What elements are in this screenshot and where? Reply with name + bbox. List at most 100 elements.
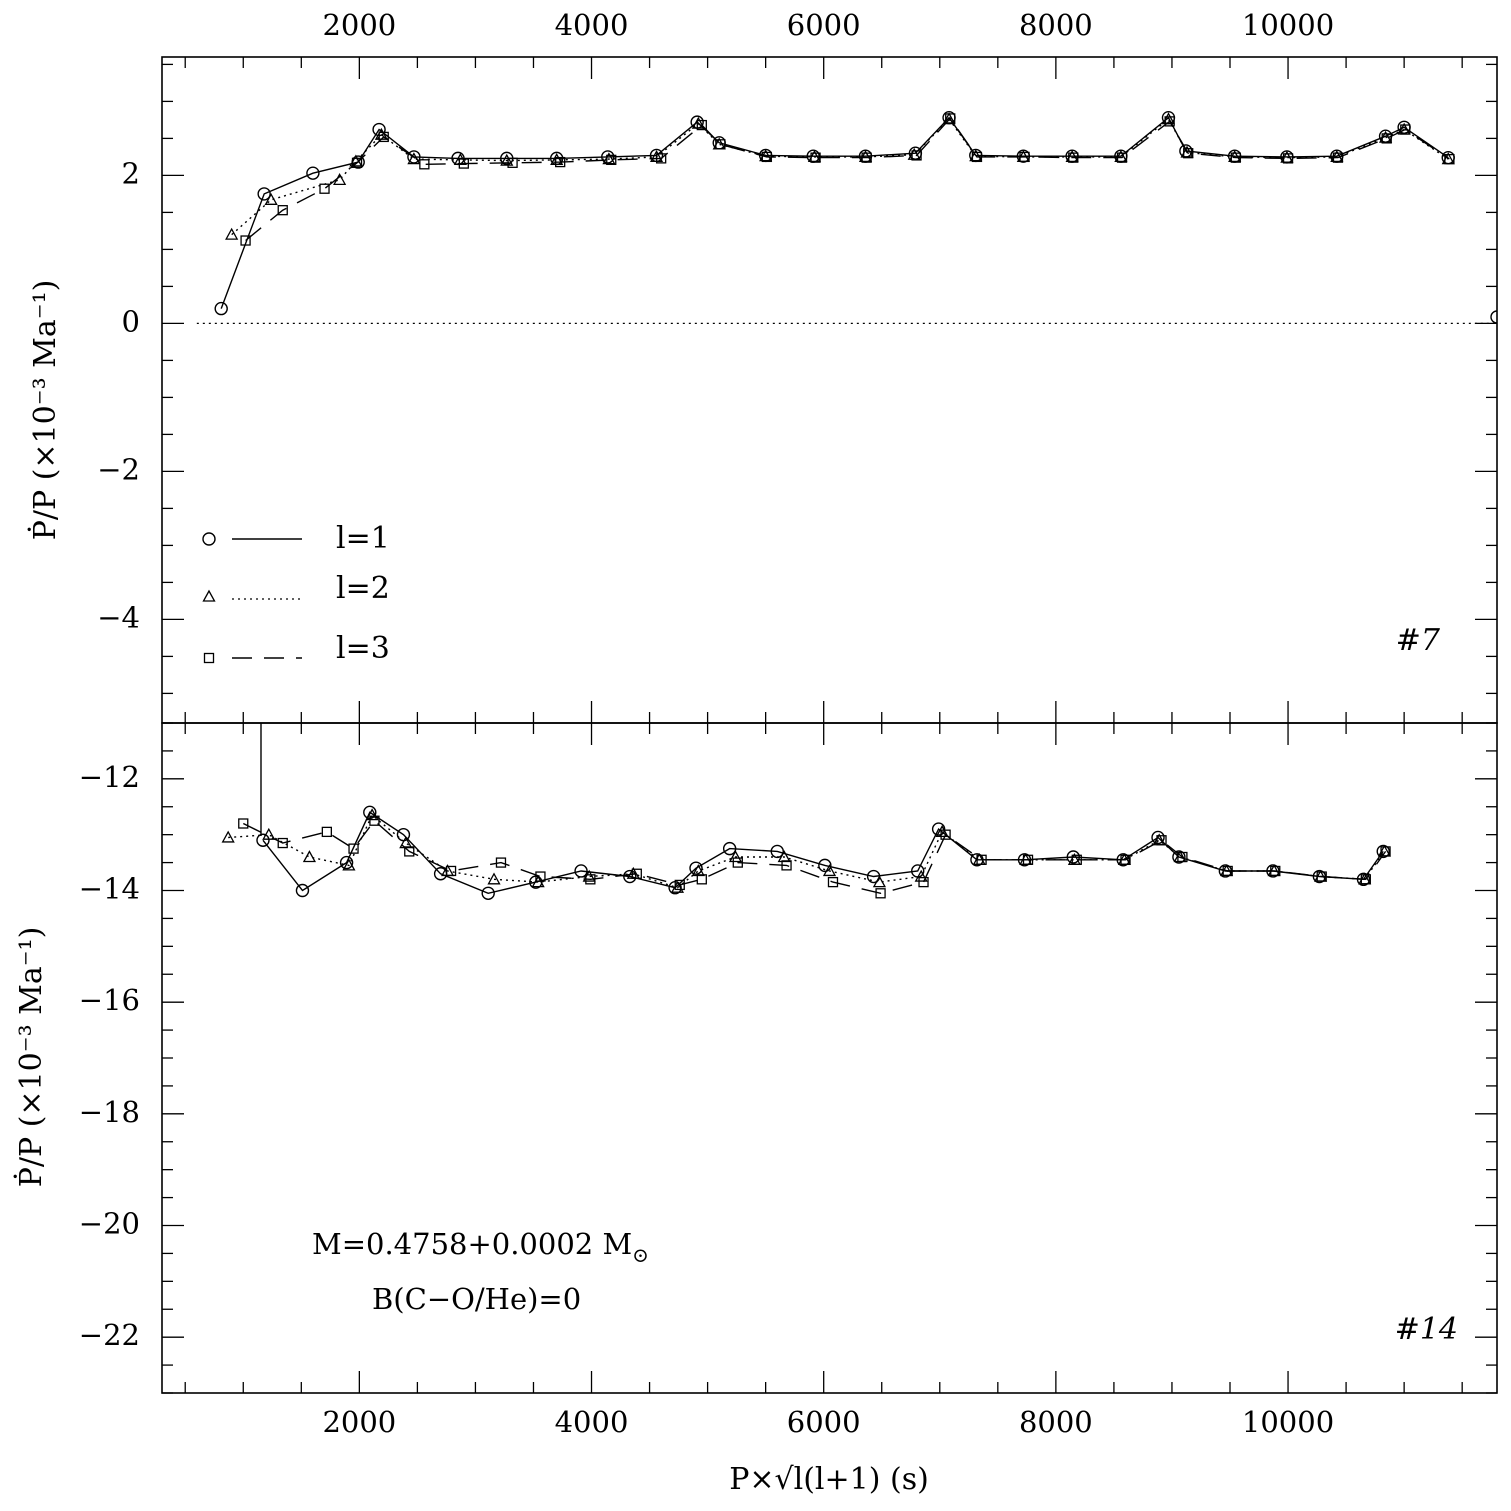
top-data-point-l1 bbox=[214, 301, 228, 316]
bottom-y-tick-label: −16 bbox=[79, 983, 140, 1017]
top-data-point-l2 bbox=[225, 227, 239, 240]
bottom-data-point-l3 bbox=[918, 876, 929, 888]
top-data-point-l3 bbox=[1444, 153, 1455, 165]
bottom-data-point-l2 bbox=[487, 872, 501, 885]
bottom-x-tick-label: 8000 bbox=[1019, 1405, 1093, 1439]
top-data-point-l3 bbox=[1068, 152, 1079, 163]
x-axis-label: P×√l(l+1) (s) bbox=[729, 1462, 929, 1497]
bottom-y-tick-label: −12 bbox=[79, 760, 140, 794]
bottom-data-point-l3 bbox=[277, 837, 288, 849]
top-data-point-l3 bbox=[945, 113, 956, 124]
bottom-data-point-l1 bbox=[1172, 850, 1186, 864]
bottom-data-point-l1 bbox=[295, 883, 310, 898]
bottom-data-point-l2 bbox=[935, 825, 949, 838]
bottom-data-point-l3 bbox=[1222, 865, 1233, 877]
top-x-tick-label: 6000 bbox=[787, 8, 861, 42]
top-data-point-l3 bbox=[458, 158, 469, 169]
top-data-point-l3 bbox=[971, 151, 983, 163]
bottom-data-point-l3 bbox=[1360, 874, 1371, 885]
bottom-data-point-l1 bbox=[256, 833, 270, 847]
y-axis-label-top: Ṗ/P (×10⁻³ Ma⁻¹) bbox=[27, 280, 63, 541]
top-x-tick-label: 10000 bbox=[1242, 8, 1334, 42]
top-data-point-l3 bbox=[1381, 133, 1392, 144]
bottom-data-point-l3 bbox=[369, 815, 380, 826]
top-series-line-l3 bbox=[245, 117, 1450, 242]
bottom-data-point-l2 bbox=[262, 827, 276, 840]
top-data-point-l3 bbox=[810, 152, 821, 163]
bottom-data-point-l2 bbox=[302, 850, 317, 863]
bottom-data-point-l3 bbox=[348, 843, 359, 854]
bottom-data-point-l2 bbox=[342, 858, 356, 871]
mass-annotation: M=0.4758+0.0002 M⊙ bbox=[312, 1227, 649, 1267]
bottom-y-tick-label: −18 bbox=[79, 1095, 140, 1129]
legend-triangle-marker bbox=[202, 589, 216, 602]
top-data-point-l2 bbox=[550, 153, 564, 166]
bottom-series-line-l3 bbox=[242, 819, 1387, 895]
y-axis-label-bottom: Ṗ/P (×10⁻³ Ma⁻¹) bbox=[13, 927, 49, 1188]
top-y-tick-label: 2 bbox=[122, 156, 140, 190]
bottom-data-point-l3 bbox=[1156, 835, 1167, 846]
bottom-data-point-l1 bbox=[1151, 830, 1165, 845]
bottom-data-point-l3 bbox=[445, 865, 457, 877]
bottom-data-point-l1 bbox=[931, 822, 946, 836]
bottom-data-point-l3 bbox=[238, 818, 249, 829]
legend-label-l3: l=3 bbox=[336, 631, 390, 666]
bottom-data-point-l3 bbox=[404, 846, 415, 857]
top-data-point-l2 bbox=[691, 116, 705, 129]
top-data-point-l3 bbox=[277, 205, 288, 216]
bottom-data-point-l3 bbox=[535, 871, 546, 882]
bottom-x-tick-label: 4000 bbox=[555, 1405, 629, 1439]
top-data-point-l1 bbox=[306, 166, 320, 180]
bottom-plot-frame bbox=[161, 722, 1498, 1394]
bottom-data-point-l3 bbox=[1270, 865, 1281, 877]
bottom-y-tick-label: −20 bbox=[79, 1207, 140, 1241]
bottom-data-point-l3 bbox=[1380, 846, 1391, 857]
legend-label-l2: l=2 bbox=[336, 571, 390, 606]
top-data-point-l3 bbox=[351, 157, 363, 168]
bottom-data-point-l2 bbox=[399, 836, 413, 849]
top-data-point-l3 bbox=[1019, 151, 1030, 163]
bottom-data-point-l3 bbox=[1316, 871, 1327, 882]
top-data-point-l2 bbox=[264, 192, 278, 205]
top-y-tick-label: 0 bbox=[122, 304, 140, 338]
bottom-data-point-l1 bbox=[689, 861, 703, 875]
bottom-data-point-l3 bbox=[1120, 854, 1131, 865]
bottom-data-point-l3 bbox=[976, 854, 987, 865]
top-data-point-l2 bbox=[407, 152, 421, 165]
panel-label-top: #7 bbox=[1396, 623, 1441, 658]
bottom-data-point-l3 bbox=[631, 868, 642, 879]
bottom-data-point-l3 bbox=[781, 860, 792, 871]
bottom-data-point-l3 bbox=[1071, 854, 1082, 865]
bottom-data-point-l1 bbox=[574, 864, 588, 878]
bottom-data-point-l3 bbox=[585, 874, 596, 885]
top-data-point-l3 bbox=[715, 139, 726, 150]
top-data-point-l2 bbox=[500, 153, 514, 166]
bottom-y-tick-label: −22 bbox=[79, 1318, 140, 1352]
top-data-point-l3 bbox=[861, 152, 872, 163]
top-data-point-l3 bbox=[1230, 152, 1241, 163]
bottom-data-point-l3 bbox=[827, 876, 839, 888]
top-data-point-l3 bbox=[1400, 124, 1411, 135]
top-data-point-l3 bbox=[761, 151, 772, 163]
bottom-data-point-l2 bbox=[365, 808, 379, 821]
top-data-point-l3 bbox=[1164, 116, 1175, 127]
bottom-data-point-l1 bbox=[1066, 850, 1080, 864]
bottom-data-point-l3 bbox=[495, 857, 507, 868]
top-data-point-l3 bbox=[419, 159, 430, 170]
legend-square-marker bbox=[203, 652, 215, 664]
top-data-point-l3 bbox=[696, 119, 707, 131]
top-data-point-l1 bbox=[257, 187, 271, 201]
legend: l=1 l=2 l=3 bbox=[202, 521, 390, 666]
top-data-point-l3 bbox=[1282, 153, 1294, 164]
top-data-point-l3 bbox=[656, 153, 667, 164]
top-x-tick-label: 2000 bbox=[322, 8, 396, 42]
top-panel: 2000 4000 6000 8000 10000 −4 −2 0 2 bbox=[97, 8, 1498, 724]
bottom-data-point-l3 bbox=[674, 879, 685, 891]
top-data-point-l3 bbox=[555, 156, 566, 168]
top-data-point-l3 bbox=[911, 150, 922, 161]
bottom-series-line-l1 bbox=[262, 811, 1384, 895]
bottom-series-line-l2 bbox=[228, 813, 1385, 889]
composition-annotation: B(C−O/He)=0 bbox=[372, 1282, 581, 1316]
panel-label-bottom: #14 bbox=[1395, 1312, 1458, 1347]
